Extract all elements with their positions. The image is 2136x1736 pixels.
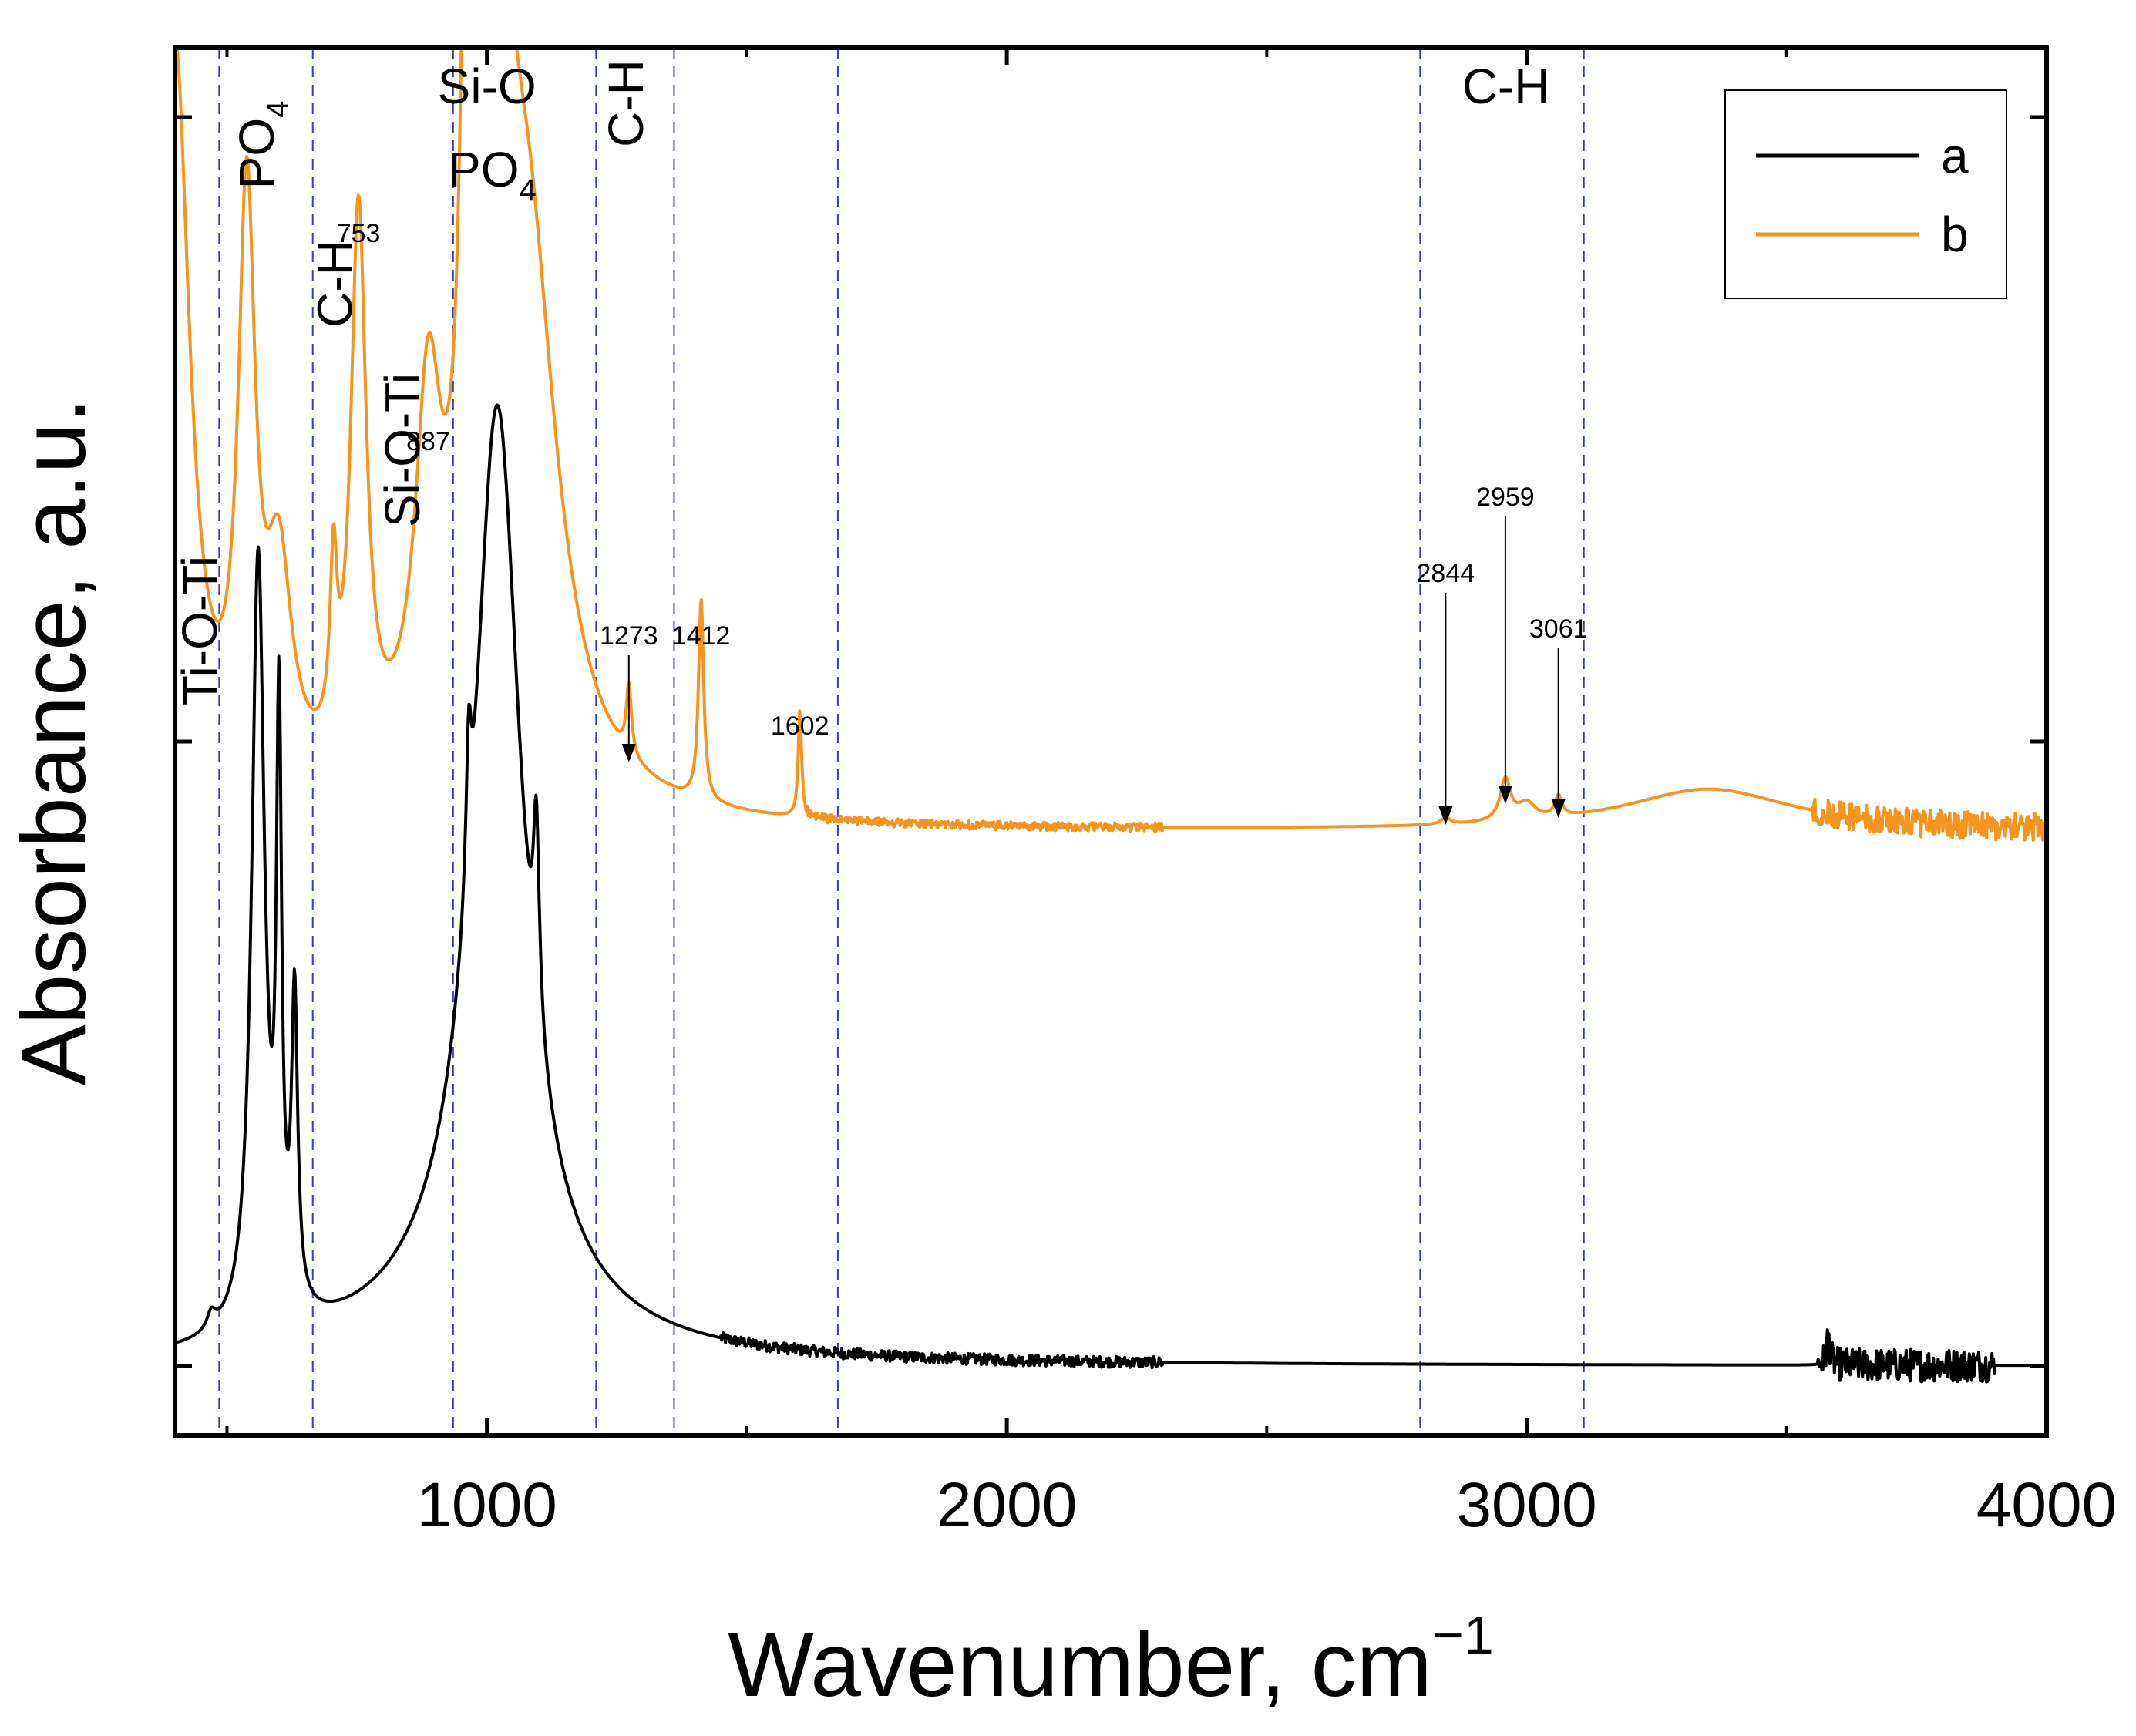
peak-label: 887	[406, 427, 450, 456]
x-tick-label: 2000	[937, 1470, 1077, 1540]
legend: ab	[1724, 89, 2007, 299]
peak-label: 1273	[600, 621, 658, 651]
y-axis-ticks	[175, 115, 2047, 1368]
x-tick-label: 3000	[1456, 1470, 1596, 1540]
legend-box	[1724, 89, 2007, 299]
x-axis-title-text: Wavenumber, cm	[728, 1614, 1432, 1716]
band-label-text: C-H	[598, 59, 654, 147]
band-label-text: PO	[448, 142, 519, 197]
band-label-text: Si-O-Ti	[375, 373, 430, 527]
band-label: Si-O-Ti	[375, 373, 430, 527]
band-label-text: C-H	[1462, 59, 1550, 114]
band-label-text: PO	[229, 118, 284, 189]
peak-arrow-head	[1498, 786, 1512, 804]
peak-label: 3061	[1529, 614, 1588, 644]
x-tick-label: 4000	[1976, 1470, 2117, 1540]
y-axis-title: Absorbance, a.u.	[3, 398, 105, 1085]
legend-label-a: a	[1941, 128, 1969, 183]
legend-label-b: b	[1941, 207, 1969, 262]
band-label-text: Si-O	[438, 59, 537, 114]
peak-arrow-head	[1551, 799, 1566, 818]
peak-arrow-head	[621, 744, 636, 762]
peak-label: 753	[337, 219, 381, 248]
band-label: PO4	[448, 142, 537, 207]
reference-lines	[218, 48, 1585, 1435]
band-label: Si-O	[438, 59, 537, 114]
band-label-text: Ti-O-Ti	[172, 556, 227, 705]
band-label-sub: 4	[261, 101, 294, 118]
x-axis-title-sup: −1	[1432, 1605, 1494, 1665]
peak-label: 1412	[672, 621, 731, 651]
peak-label: 1602	[771, 712, 829, 741]
peak-label: 2844	[1417, 559, 1475, 588]
band-label: PO4	[229, 101, 294, 190]
peak-label: 2959	[1476, 483, 1535, 512]
x-axis-ticks: 1000 2000 3000 4000	[225, 48, 2117, 1540]
series-line-a	[174, 403, 2047, 1384]
band-label: C-H	[1462, 59, 1550, 114]
band-label: C-H	[598, 59, 654, 147]
peak-arrow-head	[1438, 806, 1453, 825]
band-label-text: C-H	[307, 240, 362, 328]
band-label: Ti-O-Ti	[172, 556, 227, 705]
x-axis-title: Wavenumber, cm−1	[728, 1605, 1494, 1716]
band-label: C-H	[307, 240, 362, 328]
band-label-sub: 4	[520, 173, 537, 207]
x-tick-label: 1000	[416, 1470, 557, 1540]
